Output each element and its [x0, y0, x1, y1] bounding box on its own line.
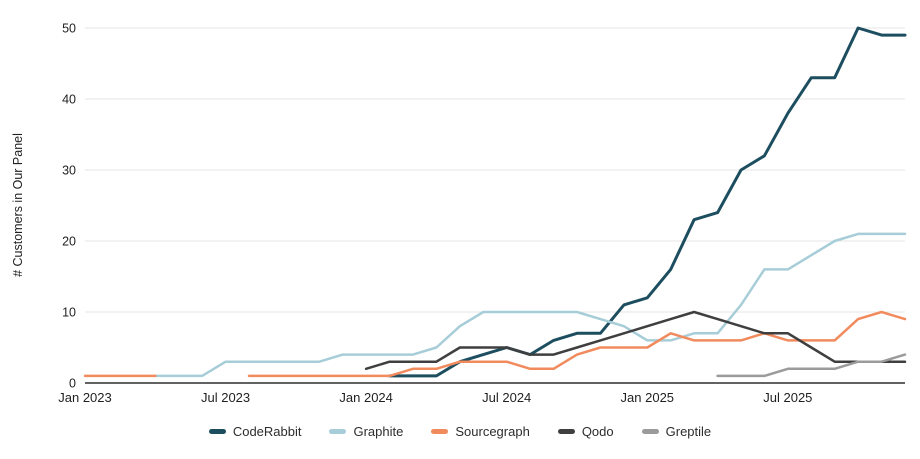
y-tick-label: 20	[62, 235, 76, 249]
series-line-greptile	[716, 353, 907, 378]
x-tick-label: Jul 2025	[763, 390, 812, 405]
x-tick-label: Jan 2023	[58, 390, 112, 405]
legend-item-graphite: Graphite	[329, 424, 403, 439]
legend-item-qodo: Qodo	[557, 424, 614, 439]
legend-label: Sourcegraph	[455, 424, 530, 439]
series-line-sourcegraph	[83, 310, 907, 378]
series-line-coderabbit	[388, 26, 907, 378]
x-tick-label: Jul 2023	[201, 390, 250, 405]
x-tick-label: Jul 2024	[482, 390, 531, 405]
legend-swatch-icon	[329, 429, 347, 434]
legend-swatch-icon	[641, 429, 659, 434]
y-tick-label: 10	[62, 306, 76, 320]
legend-swatch-icon	[557, 429, 575, 434]
x-tick-label: Jan 2024	[339, 390, 393, 405]
x-tick-label: Jan 2025	[621, 390, 675, 405]
series-line-graphite	[154, 232, 907, 378]
series-line-qodo	[364, 310, 907, 371]
legend-swatch-icon	[431, 429, 449, 434]
legend-item-coderabbit: CodeRabbit	[208, 424, 302, 439]
y-tick-label: 40	[62, 93, 76, 107]
legend-item-sourcegraph: Sourcegraph	[431, 424, 530, 439]
legend-swatch-icon	[208, 429, 226, 434]
legend-label: Greptile	[665, 424, 712, 439]
legend-item-greptile: Greptile	[641, 424, 712, 439]
y-tick-label: 50	[62, 22, 76, 36]
y-tick-label: 30	[62, 164, 76, 178]
legend: CodeRabbit Graphite Sourcegraph Qodo Greptil…	[0, 424, 920, 439]
y-axis-title: # Customers in Our Panel	[11, 133, 25, 277]
legend-label: Qodo	[581, 424, 614, 439]
y-tick-label: 0	[69, 377, 76, 391]
legend-label: Graphite	[353, 424, 404, 439]
legend-label: CodeRabbit	[232, 424, 302, 439]
